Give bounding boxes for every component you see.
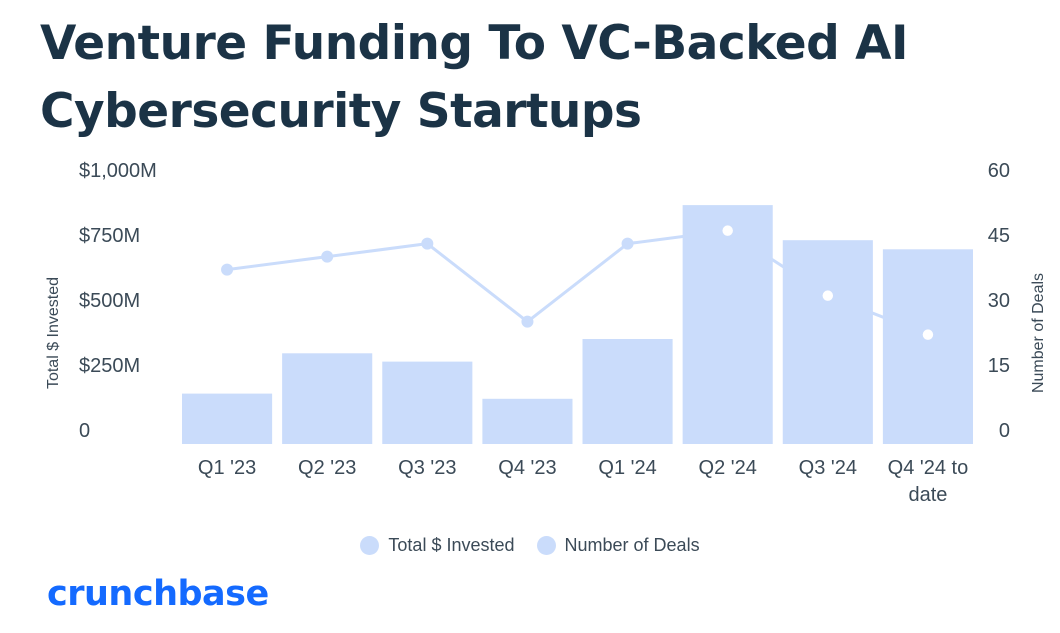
line-point[interactable] — [820, 287, 836, 304]
bar[interactable] — [182, 393, 273, 444]
x-tick-label: Q3 '23 — [398, 457, 456, 479]
y2-tick-label: 45 — [988, 225, 1010, 247]
y-axis-title: Total $ Invested — [45, 277, 62, 389]
y2-tick-label: 30 — [988, 290, 1010, 312]
bar[interactable] — [382, 361, 473, 444]
x-tick-label: Q4 '23 — [498, 457, 556, 479]
legend-item-total-invested[interactable]: Total $ Invested — [360, 535, 515, 556]
legend-label-total-invested: Total $ Invested — [388, 535, 515, 555]
y2-tick-label: 60 — [988, 160, 1010, 182]
line-point[interactable] — [719, 222, 736, 239]
y-tick-label: $500M — [79, 290, 140, 312]
bar[interactable] — [782, 240, 873, 444]
x-tick-label: Q1 '23 — [198, 457, 256, 479]
line-series — [221, 222, 936, 343]
bar[interactable] — [482, 398, 573, 444]
legend-swatch-total-invested — [360, 536, 380, 555]
line-path — [226, 229, 929, 337]
line-point[interactable] — [521, 315, 534, 328]
y2-axis-title: Number of Deals — [1030, 273, 1047, 393]
legend-swatch-number-of-deals — [536, 536, 556, 555]
y2-tick-label: 15 — [988, 355, 1010, 377]
crunchbase-logo: crunchbase — [47, 574, 269, 614]
chart-title: Venture Funding To VC-Backed AI Cybersec… — [40, 16, 908, 139]
legend-item-number-of-deals[interactable]: Number of Deals — [536, 535, 700, 556]
legend-label-number-of-deals: Number of Deals — [564, 535, 700, 555]
line-point[interactable] — [421, 237, 434, 250]
x-tick-label: Q4 '24 to date — [888, 457, 969, 506]
line-point[interactable] — [321, 250, 334, 263]
left-axis: 0 $250M $500M $750M $1,000M — [79, 160, 157, 442]
line-point[interactable] — [621, 237, 634, 250]
legend: Total $ Invested Number of Deals — [0, 535, 1060, 556]
x-axis: Q1 '23 Q2 '23 Q3 '23 Q4 '23 Q1 '24 Q2 '24 Q3 '… — [198, 457, 968, 506]
line-point[interactable] — [221, 263, 234, 276]
line-point[interactable] — [920, 326, 936, 343]
x-tick-label: Q2 '23 — [298, 457, 356, 479]
y-tick-label: $1,000M — [79, 160, 157, 182]
bar[interactable] — [682, 205, 773, 444]
x-tick-label: Q3 '24 — [799, 457, 857, 479]
chart: 0 $250M $500M $750M $1,000M 0 15 30 45 60 Q1 '23… — [45, 160, 1047, 506]
bar-series — [182, 205, 973, 444]
y-tick-label: $750M — [79, 225, 140, 247]
y2-tick-label: 0 — [999, 420, 1010, 442]
y-tick-label: $250M — [79, 355, 140, 377]
x-tick-label: Q2 '24 — [699, 457, 757, 479]
bar[interactable] — [582, 339, 673, 444]
right-axis: 0 15 30 45 60 — [988, 160, 1010, 442]
y-tick-label: 0 — [79, 420, 90, 442]
bar[interactable] — [882, 249, 973, 444]
bar[interactable] — [282, 353, 373, 444]
x-tick-label: Q1 '24 — [598, 457, 656, 479]
